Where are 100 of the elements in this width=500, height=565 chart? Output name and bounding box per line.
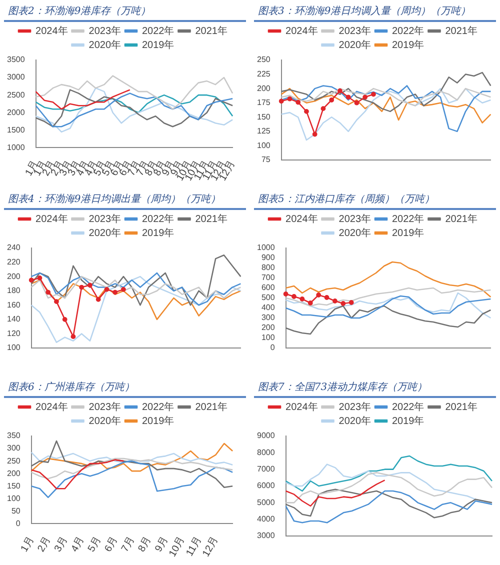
y-tick-label: 225	[256, 69, 271, 78]
point	[332, 298, 338, 304]
x-tick-label: 5月	[86, 535, 104, 554]
point	[340, 301, 346, 306]
legend-label: 2020年	[88, 38, 122, 51]
y-tick-label: 100	[256, 140, 271, 150]
legend-label: 2024年	[36, 212, 68, 225]
y-tick-label: 0	[270, 343, 276, 352]
legend-label: 2022年	[142, 400, 174, 413]
legend-label: 2019年	[142, 414, 174, 427]
y-tick-label: 800	[261, 263, 276, 272]
y-tick-label: 140	[6, 314, 21, 324]
legend-label: 2024年	[36, 24, 68, 37]
y-tick-label: 175	[256, 98, 271, 108]
legend-label: 2022年	[142, 24, 174, 37]
y-tick-label: 50	[11, 506, 21, 516]
legend-label: 2019年	[142, 226, 174, 239]
y-tick-label: 200	[6, 468, 21, 478]
legend-label: 2023年	[338, 400, 372, 413]
point	[346, 94, 351, 100]
y-tick-label: 100	[6, 494, 21, 503]
point	[287, 96, 292, 102]
legend-label: 2022年	[392, 212, 424, 225]
legend-label: 2023年	[338, 212, 372, 225]
y-tick-label: 250	[6, 456, 21, 466]
x-tick-label: 4月	[69, 535, 87, 554]
point	[316, 292, 322, 298]
point	[283, 292, 288, 296]
legend-label: 2020年	[338, 414, 372, 427]
y-tick-label: 2000	[7, 108, 26, 117]
legend-label: 2023年	[88, 24, 122, 37]
y-tick-label: 700	[261, 273, 276, 282]
chart-title: 图表2：环渤海9港库存（万吨）	[4, 2, 246, 22]
point	[329, 98, 334, 102]
legend-label: 2021年	[195, 24, 228, 37]
legend-label: 2023年	[88, 212, 122, 225]
y-tick-label: 3500	[7, 55, 26, 64]
point	[70, 334, 76, 340]
y-tick-label: 75	[261, 155, 271, 164]
y-tick-label: 350	[6, 431, 21, 440]
legend-label: 2021年	[195, 400, 228, 413]
y-tick-label: 250	[256, 55, 271, 64]
legend-label: 2020年	[338, 226, 372, 239]
y-tick-label: 150	[6, 481, 21, 490]
y-tick-label: 400	[261, 303, 276, 312]
legend-label: 2023年	[338, 24, 372, 37]
y-tick-label: 3000	[7, 72, 26, 82]
point	[348, 300, 354, 305]
point	[112, 290, 118, 295]
y-tick-label: 1000	[7, 142, 26, 152]
point	[62, 316, 68, 322]
y-tick-label: 1500	[7, 125, 26, 134]
legend-label: 2023年	[88, 400, 122, 413]
chart-title: 图表7：全国73港动力煤库存（万吨）	[254, 378, 496, 398]
legend-label: 2019年	[392, 414, 424, 427]
legend-label: 2024年	[286, 24, 318, 37]
y-tick-label: 300	[6, 444, 21, 453]
point	[46, 290, 51, 295]
y-tick-label: 900	[261, 253, 276, 262]
y-tick-label: 125	[256, 126, 271, 136]
y-tick-label: 150	[256, 112, 271, 122]
legend-label: 2021年	[195, 212, 228, 225]
legend-label: 2019年	[392, 226, 424, 239]
x-tick-label: 6月	[102, 535, 120, 554]
legend-label: 2024年	[286, 400, 318, 413]
legend-label: 2021年	[445, 24, 478, 37]
legend-label: 2022年	[142, 212, 174, 225]
chart-title: 图表6：广州港库存（万吨）	[4, 378, 246, 398]
y-tick-label: 180	[6, 286, 21, 296]
point	[104, 286, 110, 292]
chart-title: 图表3：环渤海9港日均调入量（周均）（万吨）	[254, 2, 496, 22]
legend-label: 2020年	[88, 226, 122, 239]
y-tick-label: 200	[261, 323, 276, 332]
y-tick-label: 7000	[257, 464, 276, 474]
y-tick-label: 0	[16, 518, 21, 528]
point	[121, 286, 126, 292]
y-tick-label: 2500	[7, 90, 26, 100]
x-tick-label: 7月	[120, 535, 137, 554]
y-tick-label: 240	[6, 243, 21, 252]
y-tick-label: 8000	[257, 448, 276, 457]
y-tick-label: 5000	[257, 498, 276, 507]
legend-label: 2019年	[142, 38, 174, 51]
point	[300, 296, 305, 302]
legend-label: 2021年	[445, 400, 478, 413]
y-tick-label: 100	[6, 343, 21, 352]
x-tick-label: 8月	[136, 535, 154, 554]
y-tick-label: 200	[256, 84, 271, 93]
y-tick-label: 120	[6, 328, 21, 338]
x-tick-label: 1月	[19, 535, 36, 554]
point	[54, 299, 59, 304]
point	[296, 100, 301, 105]
legend-label: 2021年	[445, 212, 478, 225]
point	[371, 92, 376, 97]
legend-label: 2022年	[392, 400, 424, 413]
y-tick-label: 600	[261, 283, 276, 292]
y-tick-label: 160	[6, 300, 21, 310]
point	[324, 295, 330, 300]
legend-label: 2020年	[88, 414, 122, 427]
point	[37, 276, 42, 280]
point	[320, 106, 326, 112]
